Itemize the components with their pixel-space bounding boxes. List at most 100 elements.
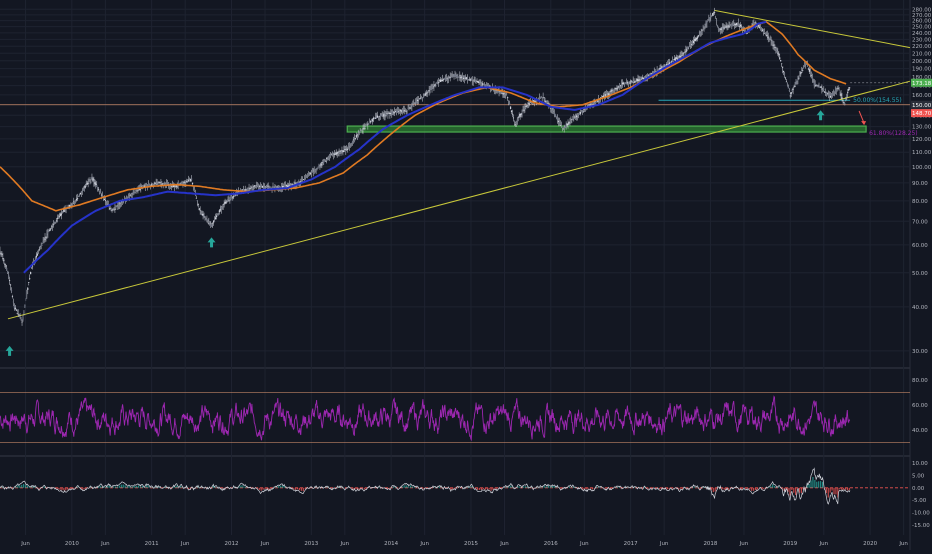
histogram-bar — [395, 487, 396, 488]
candle-body — [790, 96, 791, 97]
price-tick-label: 220.00 — [912, 44, 932, 50]
candle-body — [842, 100, 843, 101]
candle-body — [741, 26, 742, 27]
candle-body — [260, 188, 261, 189]
candle-body — [366, 125, 367, 126]
candle-body — [511, 110, 512, 112]
candle-body — [232, 197, 233, 198]
candle-body — [116, 205, 117, 206]
candle-body — [535, 101, 536, 102]
time-tick-label: 2014 — [384, 541, 398, 547]
candle-body — [773, 45, 774, 46]
candle-body — [727, 27, 728, 28]
oscillator-tick-label: 60.00 — [912, 403, 928, 409]
histogram-bar — [774, 486, 775, 488]
candle-body — [753, 24, 754, 25]
candle-body — [352, 141, 353, 142]
candle-body — [312, 171, 313, 172]
candle-body — [310, 173, 311, 174]
candle-body — [360, 131, 361, 133]
candle-body — [324, 159, 325, 160]
histogram-bar — [113, 487, 114, 488]
candle-body — [315, 170, 316, 171]
candle-body — [72, 203, 73, 205]
candle-body — [276, 186, 277, 187]
candle-body — [55, 223, 56, 224]
time-tick-label: 2016 — [544, 541, 558, 547]
candle-body — [714, 12, 715, 13]
candle-body — [29, 278, 30, 279]
histogram-bar — [27, 486, 28, 488]
time-tick-label: Jun — [180, 541, 190, 547]
candle-body — [452, 76, 453, 77]
candle-body — [97, 187, 98, 189]
time-tick-label: Jun — [419, 541, 429, 547]
candle-body — [218, 214, 219, 215]
candle-body — [378, 117, 379, 118]
histogram-bar — [17, 485, 18, 487]
candle-body — [118, 204, 119, 205]
histogram-bar — [303, 488, 304, 491]
candle-body — [539, 98, 540, 99]
histogram-bar — [791, 488, 792, 490]
candle-body — [464, 76, 465, 77]
candle-body — [22, 317, 23, 320]
candle-body — [435, 85, 436, 86]
candle-body — [438, 82, 439, 83]
candle-body — [224, 203, 225, 204]
time-tick-label: 2013 — [304, 541, 318, 547]
candle-body — [521, 113, 522, 114]
candle-body — [712, 13, 713, 16]
histogram-tick-label: -10.00 — [912, 511, 930, 517]
candle-body — [361, 129, 362, 130]
candle-body — [76, 199, 77, 200]
candle-body — [294, 183, 295, 184]
candle-body — [114, 209, 115, 210]
time-tick-label: Jun — [579, 541, 589, 547]
candle-body — [164, 183, 165, 184]
candle-body — [246, 190, 247, 191]
candle-body — [573, 118, 574, 119]
candle-body — [833, 92, 834, 94]
histogram-bar — [828, 488, 829, 498]
price-tick-label: 190.00 — [912, 67, 932, 73]
candle-body — [85, 186, 86, 188]
candle-body — [845, 99, 846, 100]
candle-body — [96, 185, 97, 187]
candle-body — [221, 207, 222, 209]
histogram-bar — [523, 486, 524, 487]
candle-body — [519, 117, 520, 118]
candle-body — [768, 37, 769, 38]
time-tick-label: Jun — [739, 541, 749, 547]
candle-body — [368, 123, 369, 125]
price-tick-label: 270.00 — [912, 13, 932, 19]
candle-body — [89, 179, 90, 180]
candle-body — [2, 258, 3, 259]
candle-body — [616, 89, 617, 90]
candle-body — [811, 75, 812, 76]
candle-body — [765, 33, 766, 34]
histogram-bar — [667, 488, 668, 489]
candle-body — [20, 317, 21, 318]
candle-body — [83, 189, 84, 191]
candle-body — [177, 186, 178, 187]
price-tick-label: 50.00 — [912, 271, 928, 277]
candle-body — [615, 88, 616, 89]
price-tick-label: 200.00 — [912, 59, 932, 65]
candle-body — [789, 90, 790, 91]
candle-body — [462, 76, 463, 77]
candle-body — [838, 88, 839, 89]
candle-body — [106, 201, 107, 202]
candle-body — [115, 206, 116, 208]
candle-body — [701, 32, 702, 33]
candle-body — [427, 92, 428, 93]
histogram-bar — [600, 487, 601, 488]
histogram-bar — [23, 484, 24, 488]
candle-body — [105, 200, 106, 201]
candle-body — [304, 178, 305, 180]
candle-body — [13, 302, 14, 303]
price-tick-label: 120.00 — [912, 137, 932, 143]
histogram-bar — [29, 487, 30, 488]
candle-body — [17, 313, 18, 314]
